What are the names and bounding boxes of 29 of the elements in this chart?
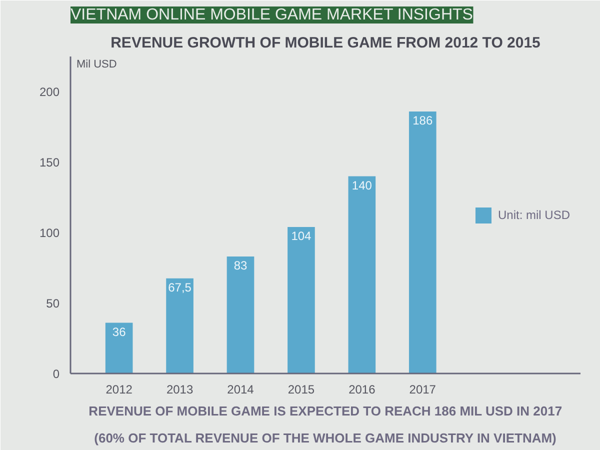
data-label: 67,5 bbox=[168, 280, 192, 294]
x-tick-label: 2013 bbox=[166, 382, 194, 396]
data-label: 83 bbox=[234, 258, 248, 273]
bar bbox=[288, 226, 315, 374]
data-label: 186 bbox=[412, 113, 433, 128]
bar bbox=[408, 111, 436, 374]
bar bbox=[226, 256, 254, 374]
x-tick-label: 2017 bbox=[409, 382, 436, 396]
data-label: 36 bbox=[112, 324, 126, 339]
bar bbox=[166, 278, 194, 374]
y-tick-label: 50 bbox=[46, 296, 60, 311]
legend-label: Unit: mil USD bbox=[498, 208, 570, 222]
text: REVENUE OF MOBILE GAME IS EXPECTED TO REACH 186 MIL USD IN 2017 bbox=[88, 404, 562, 418]
text: (60% OF TOTAL REVENUE OF THE WHOLE GAME INDUSTRY IN VIETNAM) bbox=[94, 430, 556, 446]
x-tick-label: 2015 bbox=[288, 382, 315, 396]
y-axis-title: Mil USD bbox=[76, 58, 117, 70]
bar bbox=[105, 322, 133, 374]
x-tick-label: 2016 bbox=[348, 382, 376, 396]
x-tick-label: 2014 bbox=[227, 382, 254, 396]
bar bbox=[348, 176, 376, 374]
y-tick-label: 100 bbox=[39, 226, 60, 240]
x-tick-label: 2012 bbox=[106, 382, 133, 396]
y-tick-label: 150 bbox=[39, 156, 60, 170]
y-tick-label: 0 bbox=[52, 367, 60, 381]
y-tick-label: 200 bbox=[39, 85, 60, 100]
data-label: 140 bbox=[352, 178, 372, 192]
chart-subtitle: REVENUE GROWTH OF MOBILE GAME FROM 2012 TO 2015 bbox=[110, 34, 540, 52]
data-label: 104 bbox=[291, 228, 312, 243]
chart-title: VIETNAM ONLINE MOBILE GAME MARKET INSIGHTS bbox=[70, 6, 473, 24]
